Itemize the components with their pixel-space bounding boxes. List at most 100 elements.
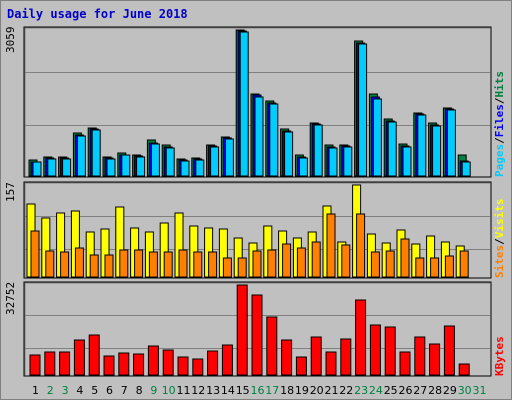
kbytes-bar (414, 336, 426, 376)
pages-bar (150, 143, 160, 177)
pages-bar (91, 129, 101, 177)
kbytes-bar (251, 294, 263, 376)
kbytes-bar (29, 354, 41, 376)
sites-bar (370, 251, 380, 278)
x-tick-label: 6 (106, 384, 113, 397)
x-tick-label: 18 (280, 384, 294, 397)
pages-bar (106, 158, 116, 177)
x-tick-label: 16 (251, 384, 265, 397)
x-tick-label: 29 (443, 384, 457, 397)
chart-title: Daily usage for June 2018 (7, 7, 188, 21)
pages-bar (343, 146, 353, 177)
x-tick-label: 17 (265, 384, 279, 397)
kbytes-bar (44, 351, 56, 376)
x-tick-label: 15 (236, 384, 250, 397)
x-tick-label: 4 (76, 384, 83, 397)
x-tick-label: 24 (369, 384, 383, 397)
x-tick-label: 10 (162, 384, 176, 397)
x-tick-label: 31 (473, 384, 487, 397)
sites-bar (163, 251, 173, 278)
pages-bar (62, 158, 72, 177)
pages-bar (239, 31, 249, 177)
legend-hits: Hits (493, 71, 506, 98)
kbytes-bar (295, 356, 307, 376)
x-tick-label: 19 (295, 384, 309, 397)
x-tick-label: 27 (413, 384, 427, 397)
pages-bar (224, 138, 234, 177)
legend-hits-files-pages: Pages/Files/Hits (493, 27, 511, 177)
x-tick-label: 5 (91, 384, 98, 397)
kbytes-bar (340, 338, 352, 376)
kbytes-bar (384, 326, 396, 376)
pages-bar (269, 103, 279, 177)
sites-bar (267, 249, 277, 278)
kbytes-bar (266, 316, 278, 376)
sites-bar (148, 251, 158, 278)
x-tick-label: 14 (221, 384, 235, 397)
kbytes-bar (236, 284, 248, 376)
legend-files: Files (493, 104, 506, 138)
sites-bar (208, 251, 218, 278)
kbytes-bar (73, 339, 85, 376)
pages-bar (328, 147, 338, 177)
pages-bar (358, 43, 368, 177)
sites-bar (430, 257, 440, 278)
x-tick-label: 28 (428, 384, 442, 397)
sites-bar (74, 247, 84, 278)
sites-bar (60, 251, 70, 278)
legend-kbytes-wrap: KBytes (493, 282, 511, 376)
sites-bar (296, 247, 306, 278)
legend-pages: Pages (493, 143, 506, 177)
x-tick-label: 20 (310, 384, 324, 397)
kbytes-bar (118, 352, 130, 376)
x-tick-label: 7 (121, 384, 128, 397)
sites-bar (385, 250, 395, 278)
sites-bar (89, 254, 99, 278)
pages-bar (298, 157, 308, 177)
pages-bar (313, 124, 323, 177)
sites-bar (119, 249, 129, 278)
sites-bar (459, 250, 469, 278)
sites-bar (341, 244, 351, 278)
sites-bar (222, 257, 232, 278)
legend-sep-3: / (493, 238, 506, 245)
kbytes-bar (103, 355, 115, 376)
sites-bar (326, 213, 336, 278)
pages-bar (210, 146, 220, 177)
panel3-ymax-label: 32752 (4, 282, 17, 316)
x-tick-label: 3 (62, 384, 69, 397)
kbytes-bar (369, 324, 381, 376)
x-tick-label: 8 (136, 384, 143, 397)
kbytes-bar (192, 358, 204, 376)
kbytes-bar (443, 325, 455, 376)
sites-bar (311, 241, 321, 278)
sites-bar (178, 249, 188, 278)
pages-bar (461, 161, 471, 177)
pages-bar (121, 154, 131, 177)
legend-sites: Sites (493, 244, 506, 278)
kbytes-bar (355, 299, 367, 376)
kbytes-bar (458, 363, 470, 376)
pages-bar (446, 109, 456, 177)
x-tick-label: 30 (458, 384, 472, 397)
sites-bar (45, 250, 55, 278)
pages-bar (47, 158, 57, 177)
x-tick-label: 1 (32, 384, 39, 397)
pages-bar (180, 160, 190, 177)
sites-bar (356, 213, 366, 278)
x-tick-label: 2 (47, 384, 54, 397)
pages-bar (76, 135, 86, 177)
x-tick-label: 11 (177, 384, 191, 397)
kbytes-bar (59, 351, 71, 376)
kbytes-bar (310, 336, 322, 376)
kbytes-bar (88, 334, 100, 376)
kbytes-bar (147, 345, 159, 376)
pages-bar (254, 96, 264, 177)
kbytes-bar (133, 353, 145, 376)
pages-bar (195, 159, 205, 177)
panel1-ymax-label: 3059 (4, 27, 17, 54)
kbytes-bar (177, 356, 189, 376)
sites-bar (237, 257, 247, 278)
